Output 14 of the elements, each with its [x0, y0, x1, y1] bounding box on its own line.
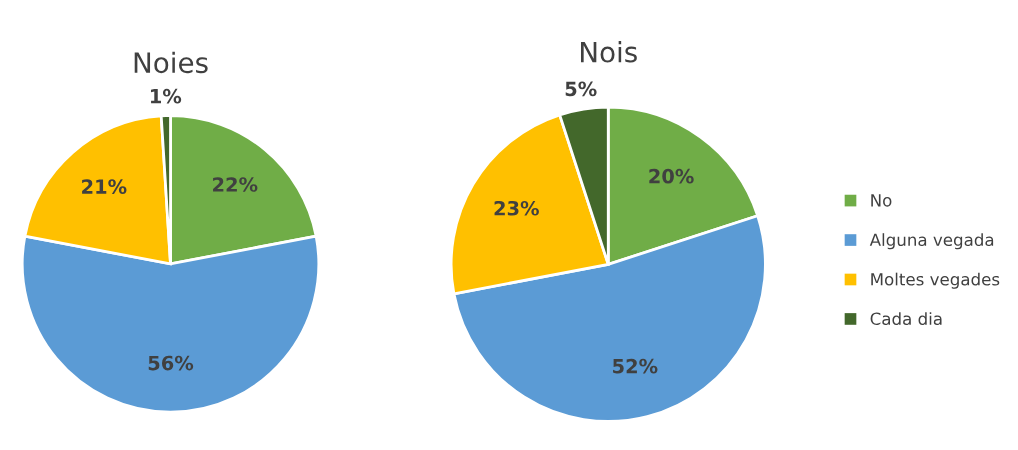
chart-title: Nois: [581, 41, 637, 63]
data-label: 22%: [213, 177, 258, 192]
data-label: 5%: [565, 81, 597, 97]
data-label: 23%: [494, 200, 539, 216]
data-label: 1%: [150, 88, 182, 104]
data-label: 21%: [82, 179, 127, 194]
chart-title: Noies: [134, 51, 208, 74]
legend-label: Alguna vegada: [869, 233, 994, 250]
legend-label: Moltes vegades: [871, 272, 1000, 289]
data-label: 56%: [148, 355, 194, 371]
data-label: 52%: [613, 358, 658, 374]
legend-label: Cada dia: [870, 312, 942, 326]
legend-label: No: [871, 194, 892, 207]
data-label: 20%: [649, 168, 694, 184]
